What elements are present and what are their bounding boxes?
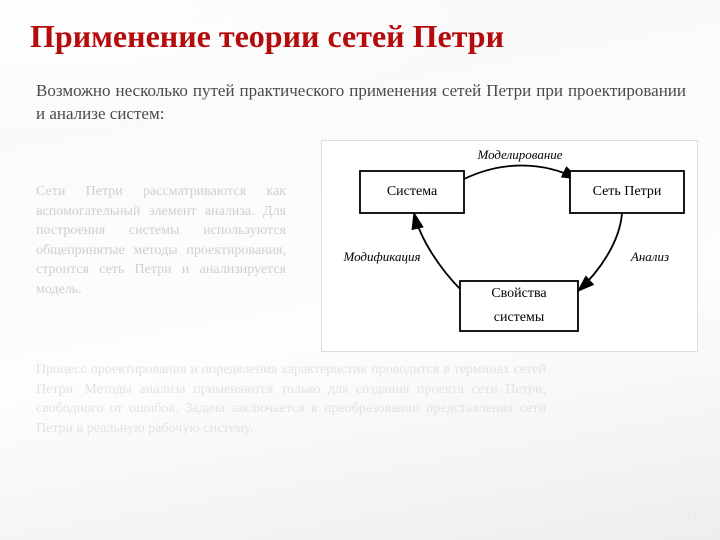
edge-label-system-petri: Моделирование: [476, 147, 562, 162]
edge-label-petri-properties: Анализ: [630, 249, 669, 264]
edge-label-properties-system: Модификация: [342, 249, 420, 264]
node-label-system: Система: [387, 184, 438, 199]
node-label-properties2: системы: [494, 310, 545, 325]
paragraph-left: Сети Петри рассматриваются как вспомогат…: [36, 182, 286, 300]
edge-properties-system: [414, 213, 462, 291]
node-label-petri: Сеть Петри: [593, 184, 662, 199]
intro-paragraph: Возможно несколько путей практического п…: [36, 80, 686, 126]
edge-system-petri: [464, 166, 578, 180]
slide: Применение теории сетей Петри Возможно н…: [0, 0, 720, 540]
paragraph-bottom: Процесс проектирования и определения хар…: [36, 360, 546, 438]
slide-title: Применение теории сетей Петри: [30, 18, 690, 55]
edge-petri-properties: [578, 213, 622, 291]
page-number: 11: [685, 510, 698, 526]
diagram-svg: Система Сеть Петри Свойства системы Моделир…: [322, 141, 697, 351]
petri-diagram: Система Сеть Петри Свойства системы Моделир…: [321, 140, 698, 352]
node-label-properties: Свойства: [491, 286, 547, 301]
